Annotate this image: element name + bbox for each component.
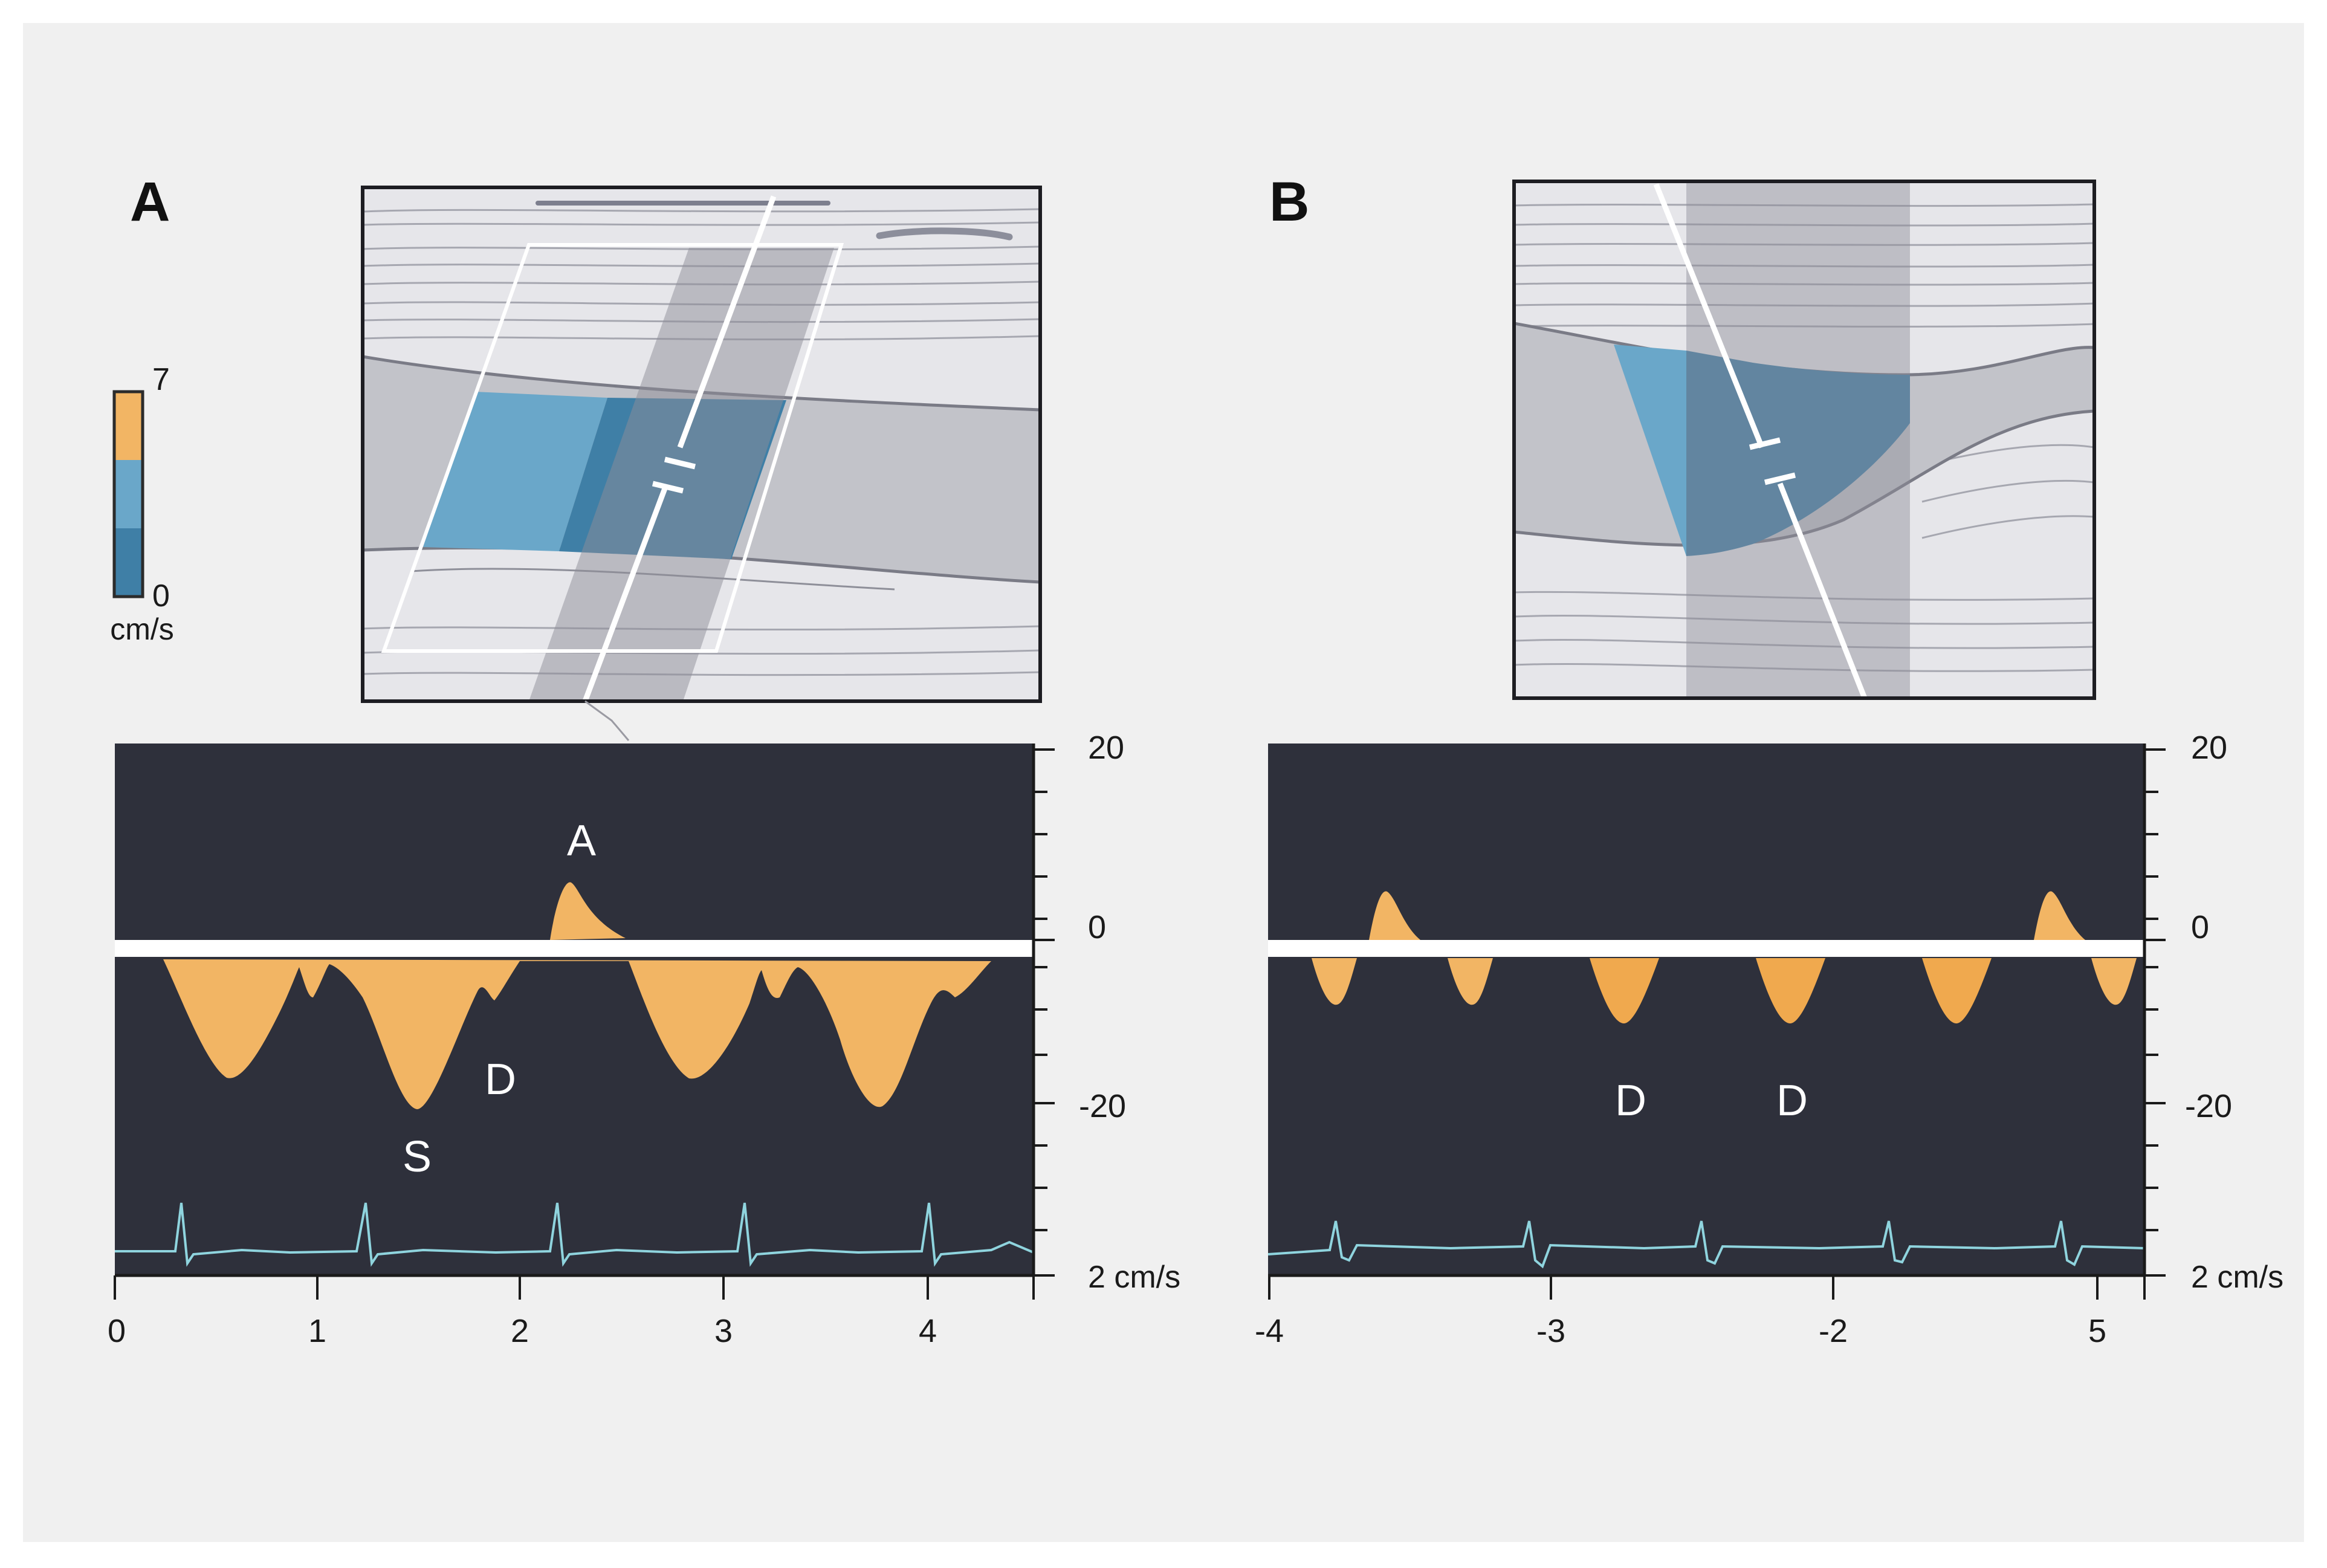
color-flow-region-b [1614, 345, 1686, 556]
x-tick-label-a-2: 2 [511, 1313, 529, 1349]
doppler-beam-b [1686, 181, 1910, 698]
x-axis-ticks-a [114, 1275, 1035, 1300]
bmode-image-b [1512, 180, 2096, 700]
systolic-diastolic-waveform-a [163, 959, 991, 1109]
s-wave-label-a: S [403, 1133, 432, 1181]
color-scale-unit-label: cm/s [110, 612, 174, 646]
d-wave-label-b-1: D [1615, 1077, 1646, 1125]
x-axis-ticks-b [1268, 1275, 2146, 1300]
color-scale-max-label: 7 [152, 362, 170, 397]
x-tick-label-a-1: 1 [308, 1313, 326, 1349]
doppler-cursor-b [1653, 183, 1868, 698]
spectral-doppler-a [114, 744, 1055, 1300]
y-tick-label-top-b: 20 [2191, 730, 2227, 766]
color-scale-min-label: 0 [152, 578, 170, 614]
color-scale-bar [112, 390, 144, 598]
y-tick-label-zero-b: 0 [2191, 909, 2209, 945]
ecg-trace-b [1267, 1220, 2145, 1269]
bmode-image-a [361, 186, 1042, 741]
d-wave-label-b-2: D [1776, 1077, 1808, 1125]
x-tick-label-b-1: -3 [1536, 1313, 1565, 1349]
a-wave-label-a: A [567, 817, 596, 865]
doppler-cursor-a [582, 195, 777, 701]
d-wave-label-a: D [485, 1055, 516, 1104]
doppler-beam-a [529, 248, 834, 701]
y-axis-ticks-b [2144, 748, 2166, 1277]
color-flow-region-a [423, 392, 607, 551]
diastolic-waveforms-b [1312, 958, 2137, 1024]
x-tick-label-b-2: -2 [1819, 1313, 1848, 1349]
panel-b-label: B [1269, 171, 1309, 233]
y-tick-label-bottom-b: -20 [2185, 1088, 2232, 1124]
y-tick-label-bottom-a: -20 [1079, 1088, 1126, 1124]
a-wave-peak-b-1 [1369, 891, 1420, 940]
scale-label-a: 2 cm/s [1088, 1260, 1180, 1295]
x-tick-label-b-3: 5 [2088, 1313, 2106, 1349]
ecg-trace-a [115, 1202, 1034, 1267]
x-tick-label-a-4: 4 [919, 1313, 937, 1349]
y-tick-label-top-a: 20 [1088, 730, 1124, 766]
scale-label-b: 2 cm/s [2191, 1260, 2283, 1295]
spectral-doppler-b [1267, 744, 2166, 1300]
x-tick-label-b-0: -4 [1255, 1313, 1284, 1349]
y-axis-ticks-a [1034, 748, 1055, 1277]
color-box-outline-a [381, 243, 844, 653]
sample-gate-b [1749, 437, 1796, 485]
panel-a-label: A [130, 171, 170, 233]
baseline-bar-a [115, 940, 1034, 957]
x-tick-label-a-0: 0 [108, 1313, 126, 1349]
sample-gate-a [652, 456, 696, 494]
baseline-bar-b [1268, 940, 2144, 957]
a-wave-peak-b-2 [2034, 891, 2085, 940]
x-tick-label-a-3: 3 [714, 1313, 733, 1349]
y-tick-label-zero-a: 0 [1088, 909, 1106, 945]
a-wave-peak-a [550, 882, 626, 940]
